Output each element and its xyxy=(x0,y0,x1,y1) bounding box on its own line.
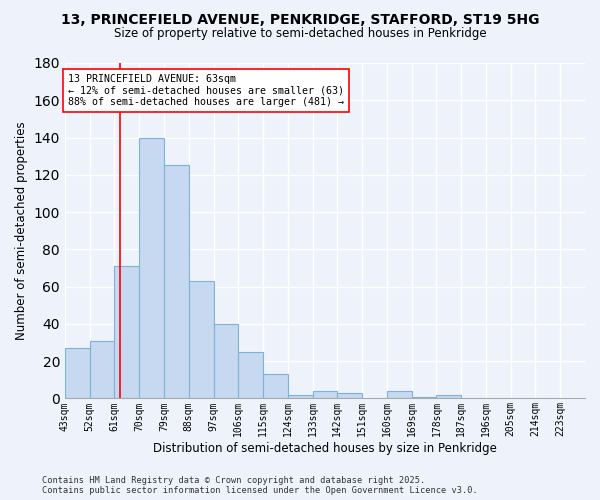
Text: Size of property relative to semi-detached houses in Penkridge: Size of property relative to semi-detach… xyxy=(113,28,487,40)
Y-axis label: Number of semi-detached properties: Number of semi-detached properties xyxy=(15,122,28,340)
Text: 13 PRINCEFIELD AVENUE: 63sqm
← 12% of semi-detached houses are smaller (63)
88% : 13 PRINCEFIELD AVENUE: 63sqm ← 12% of se… xyxy=(68,74,344,108)
Bar xyxy=(412,396,436,398)
Bar xyxy=(164,166,189,398)
Bar xyxy=(115,266,139,398)
Bar xyxy=(263,374,288,398)
X-axis label: Distribution of semi-detached houses by size in Penkridge: Distribution of semi-detached houses by … xyxy=(153,442,497,455)
Bar xyxy=(89,340,115,398)
Bar xyxy=(337,393,362,398)
Bar xyxy=(436,394,461,398)
Bar xyxy=(387,391,412,398)
Bar xyxy=(214,324,238,398)
Bar xyxy=(189,281,214,398)
Text: 13, PRINCEFIELD AVENUE, PENKRIDGE, STAFFORD, ST19 5HG: 13, PRINCEFIELD AVENUE, PENKRIDGE, STAFF… xyxy=(61,12,539,26)
Bar xyxy=(313,391,337,398)
Bar xyxy=(238,352,263,399)
Bar xyxy=(65,348,89,399)
Bar xyxy=(139,138,164,398)
Text: Contains HM Land Registry data © Crown copyright and database right 2025.
Contai: Contains HM Land Registry data © Crown c… xyxy=(42,476,478,495)
Bar xyxy=(288,394,313,398)
